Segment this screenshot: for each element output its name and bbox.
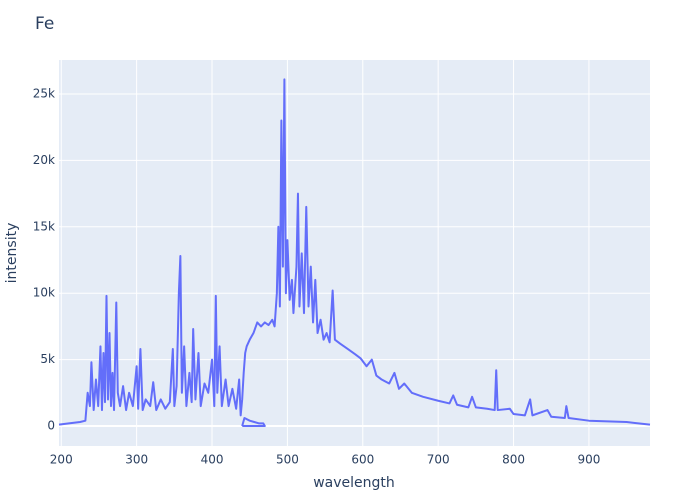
y-tick-label: 0	[47, 419, 55, 433]
x-tick-label: 800	[502, 453, 525, 467]
x-tick-label: 300	[125, 453, 148, 467]
x-axis-title: wavelength	[313, 475, 395, 491]
x-tick-label: 400	[201, 453, 224, 467]
y-tick-label: 20k	[33, 153, 55, 167]
x-tick-label: 200	[50, 453, 73, 467]
y-tick-label: 15k	[33, 219, 55, 233]
y-axis-title: intensity	[4, 223, 20, 284]
y-tick-label: 10k	[33, 286, 55, 300]
plot-area	[59, 60, 650, 446]
y-tick-label: 5k	[40, 352, 55, 366]
spectrum-line	[58, 78, 651, 427]
chart-title: Fe	[35, 14, 54, 34]
x-tick-label: 600	[351, 453, 374, 467]
x-tick-label: 900	[577, 453, 600, 467]
y-tick-label: 25k	[33, 86, 55, 100]
x-tick-label: 500	[276, 453, 299, 467]
x-tick-label: 700	[427, 453, 450, 467]
